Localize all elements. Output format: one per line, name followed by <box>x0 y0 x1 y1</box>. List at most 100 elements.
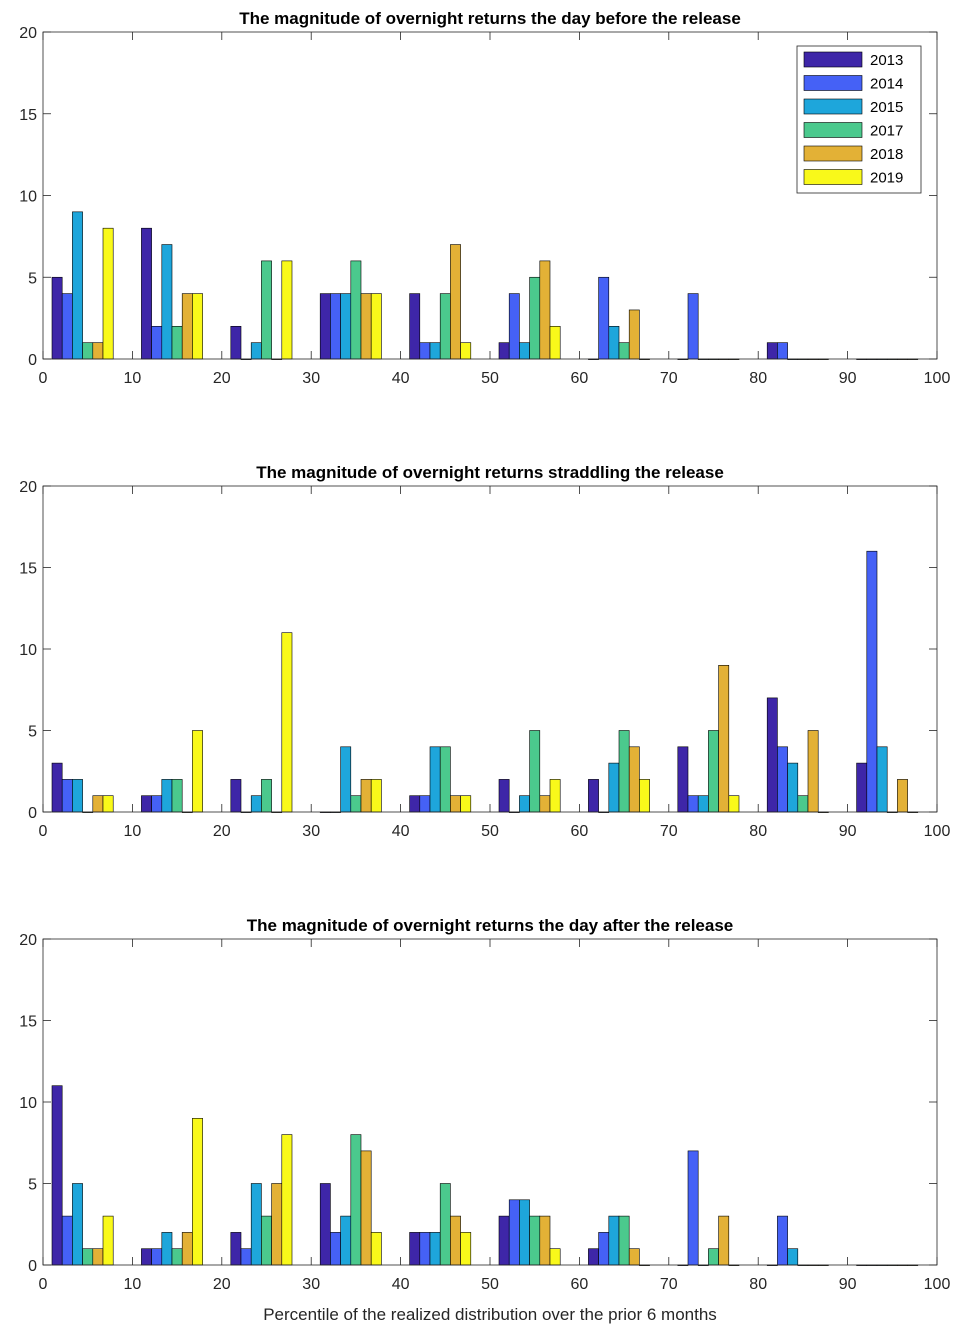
bar <box>82 1248 94 1266</box>
bar <box>539 1215 551 1266</box>
bar <box>230 779 242 813</box>
bar <box>151 1248 163 1266</box>
bar <box>508 1199 520 1266</box>
y-tick-label: 0 <box>28 805 37 822</box>
bar <box>240 1248 252 1266</box>
bar <box>161 779 173 813</box>
bar <box>519 1199 530 1266</box>
bar <box>876 746 888 813</box>
bar <box>508 293 520 360</box>
bar <box>787 1248 799 1266</box>
bar <box>598 276 610 360</box>
bar <box>429 1232 441 1266</box>
x-axis: 0 10 20 30 40 50 60 70 80 90 100 <box>39 32 950 387</box>
bar <box>639 779 650 813</box>
x-tick-label: 70 <box>660 823 678 840</box>
x-tick-label: 70 <box>660 1276 678 1293</box>
bar <box>549 325 561 360</box>
x-tick-label: 90 <box>839 823 857 840</box>
bar <box>319 1183 331 1266</box>
y-tick-label: 5 <box>28 724 37 741</box>
x-tick-label: 60 <box>571 370 589 387</box>
bar <box>340 1215 352 1266</box>
x-tick-label: 30 <box>302 823 320 840</box>
bar <box>766 697 778 813</box>
bar <box>192 730 203 813</box>
bar <box>61 779 73 813</box>
bar <box>370 779 382 813</box>
bar <box>192 1118 203 1266</box>
legend-swatch <box>803 122 863 138</box>
bar <box>628 746 640 813</box>
bar <box>628 1248 640 1266</box>
bar <box>618 342 630 360</box>
bar <box>856 762 868 813</box>
y-tick-label: 10 <box>19 189 37 206</box>
x-tick-label: 40 <box>392 1276 410 1293</box>
chart-before-release: The magnitude of overnight returns the d… <box>19 9 950 387</box>
x-tick-label: 100 <box>924 1276 951 1293</box>
x-tick-label: 10 <box>124 370 142 387</box>
x-tick-label: 60 <box>571 1276 589 1293</box>
bar <box>608 1215 620 1266</box>
bar <box>370 1232 382 1266</box>
legend-label: 2014 <box>870 76 903 93</box>
bar <box>141 1248 152 1266</box>
axes-box <box>42 485 938 813</box>
bar <box>409 795 421 813</box>
x-tick-label: 90 <box>839 370 857 387</box>
y-tick-label: 15 <box>19 561 37 578</box>
bar <box>718 1215 730 1266</box>
bar <box>687 1150 699 1266</box>
bar <box>588 1248 599 1266</box>
bar <box>92 1248 104 1266</box>
x-tick-label: 20 <box>213 1276 231 1293</box>
bar <box>230 1232 242 1266</box>
x-tick-label: 80 <box>749 1276 767 1293</box>
bar <box>866 550 878 813</box>
chart-title: The magnitude of overnight returns strad… <box>256 463 724 482</box>
bar <box>61 293 73 360</box>
bar <box>529 1215 541 1266</box>
bar <box>529 276 541 360</box>
bar <box>708 1248 719 1266</box>
bar <box>450 795 461 813</box>
legend-label: 2019 <box>870 170 903 187</box>
bar <box>807 730 819 813</box>
bar <box>728 795 740 813</box>
bar <box>409 293 421 360</box>
bar <box>429 342 441 360</box>
legend-swatch <box>803 169 863 185</box>
legend-swatch <box>803 98 863 115</box>
bar <box>141 795 152 813</box>
legend-label: 2015 <box>870 99 903 116</box>
x-tick-label: 0 <box>39 823 48 840</box>
y-tick-label: 15 <box>19 1014 37 1031</box>
bar <box>281 632 293 813</box>
bar <box>460 342 472 360</box>
bar <box>171 325 183 360</box>
bar <box>450 244 461 360</box>
bar <box>340 293 352 360</box>
bar <box>429 746 441 813</box>
x-axis: 0 10 20 30 40 50 60 70 80 90 100 <box>39 939 951 1293</box>
bar <box>281 1134 293 1266</box>
x-tick-label: 20 <box>213 823 231 840</box>
legend-swatch <box>803 75 863 91</box>
bar <box>460 1232 472 1266</box>
bar <box>51 1085 63 1266</box>
bar <box>439 293 451 360</box>
x-tick-label: 0 <box>39 370 48 387</box>
x-tick-label: 40 <box>392 370 410 387</box>
bar <box>529 730 541 813</box>
bar <box>51 762 63 813</box>
y-tick-label: 5 <box>28 270 37 287</box>
y-tick-label: 0 <box>28 352 37 369</box>
x-tick-label: 40 <box>392 823 410 840</box>
bar <box>51 276 63 360</box>
bar <box>181 1232 193 1266</box>
bar <box>628 309 640 360</box>
bar <box>419 1232 431 1266</box>
bar <box>261 260 272 360</box>
bars <box>51 1085 919 1266</box>
